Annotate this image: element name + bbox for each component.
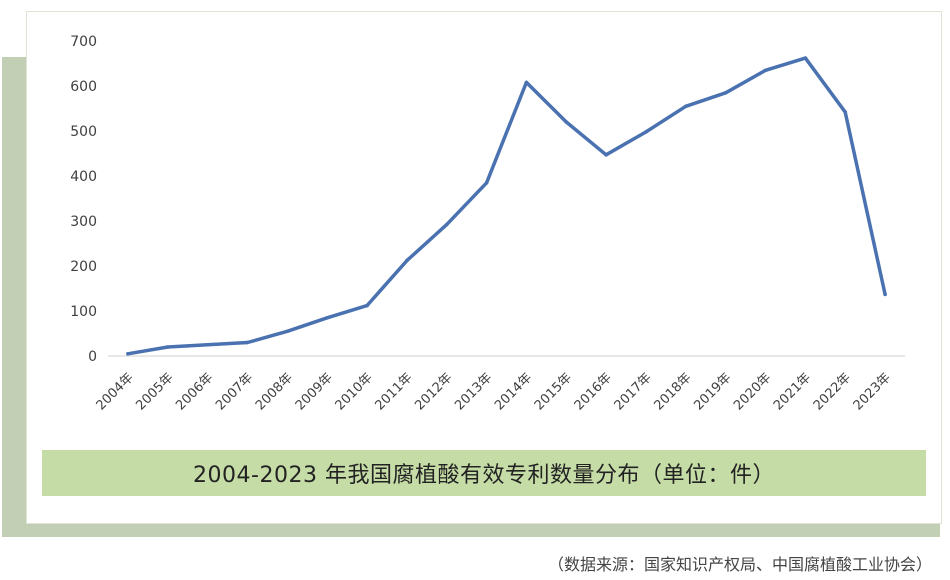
x-tick-label: 2023年: [851, 370, 894, 413]
x-tick-label: 2009年: [293, 370, 336, 413]
data-point: [644, 130, 648, 134]
data-point: [484, 180, 489, 185]
chart-title-bar: 2004-2023 年我国腐植酸有效专利数量分布（单位：件）: [42, 450, 926, 496]
data-point: [803, 56, 808, 60]
y-tick-label: 300: [70, 214, 97, 230]
x-tick-label: 2019年: [691, 370, 734, 413]
x-tick-label: 2005年: [133, 370, 176, 413]
data-points: [126, 56, 887, 356]
y-tick-label: 700: [70, 34, 97, 50]
data-point: [444, 222, 449, 227]
x-tick-label: 2015年: [532, 370, 575, 413]
data-point: [524, 80, 529, 85]
x-tick-label: 2016年: [572, 370, 615, 413]
data-point: [763, 68, 768, 73]
source-note: （数据来源：国家知识产权局、中国腐植酸工业协会）: [547, 555, 932, 574]
x-tick-label: 2011年: [373, 370, 416, 413]
chart-card: [26, 11, 942, 524]
x-tick-label: 2006年: [173, 370, 216, 413]
y-tick-label: 0: [88, 349, 97, 365]
x-tick-label: 2004年: [94, 370, 137, 413]
data-point: [684, 104, 688, 109]
y-tick-label: 100: [70, 304, 97, 320]
data-point: [405, 258, 409, 263]
x-tick-label: 2018年: [651, 370, 694, 413]
data-point: [723, 90, 728, 95]
x-tick-label: 2010年: [333, 370, 376, 413]
y-tick-label: 600: [70, 79, 97, 95]
data-point: [205, 342, 210, 347]
data-point: [165, 345, 170, 349]
x-tick-label: 2022年: [811, 370, 854, 413]
x-tick-label: 2007年: [213, 370, 256, 413]
data-point: [604, 153, 608, 157]
y-tick-label: 400: [70, 169, 97, 185]
data-point: [285, 329, 290, 334]
x-axis-ticks: 2004年2005年2006年2007年2008年2009年2010年2011年…: [94, 370, 894, 413]
x-tick-label: 2017年: [612, 370, 655, 413]
x-tick-label: 2008年: [253, 370, 296, 413]
data-point: [564, 120, 569, 124]
y-tick-label: 200: [70, 259, 97, 275]
data-point: [325, 315, 329, 320]
x-tick-label: 2020年: [731, 370, 774, 413]
data-point: [245, 340, 250, 345]
x-tick-label: 2012年: [412, 370, 455, 413]
x-tick-label: 2013年: [452, 370, 495, 413]
data-point: [843, 110, 848, 114]
data-point: [126, 351, 130, 356]
data-point: [883, 292, 887, 297]
chart-title: 2004-2023 年我国腐植酸有效专利数量分布（单位：件）: [193, 463, 775, 488]
x-tick-label: 2021年: [771, 370, 814, 413]
patent-count-series-line: [126, 56, 887, 356]
x-tick-label: 2014年: [492, 370, 535, 413]
y-axis-ticks: 0 100 200 300 400 500 600 700: [70, 34, 97, 365]
data-point: [365, 303, 369, 308]
y-tick-label: 500: [70, 124, 97, 140]
